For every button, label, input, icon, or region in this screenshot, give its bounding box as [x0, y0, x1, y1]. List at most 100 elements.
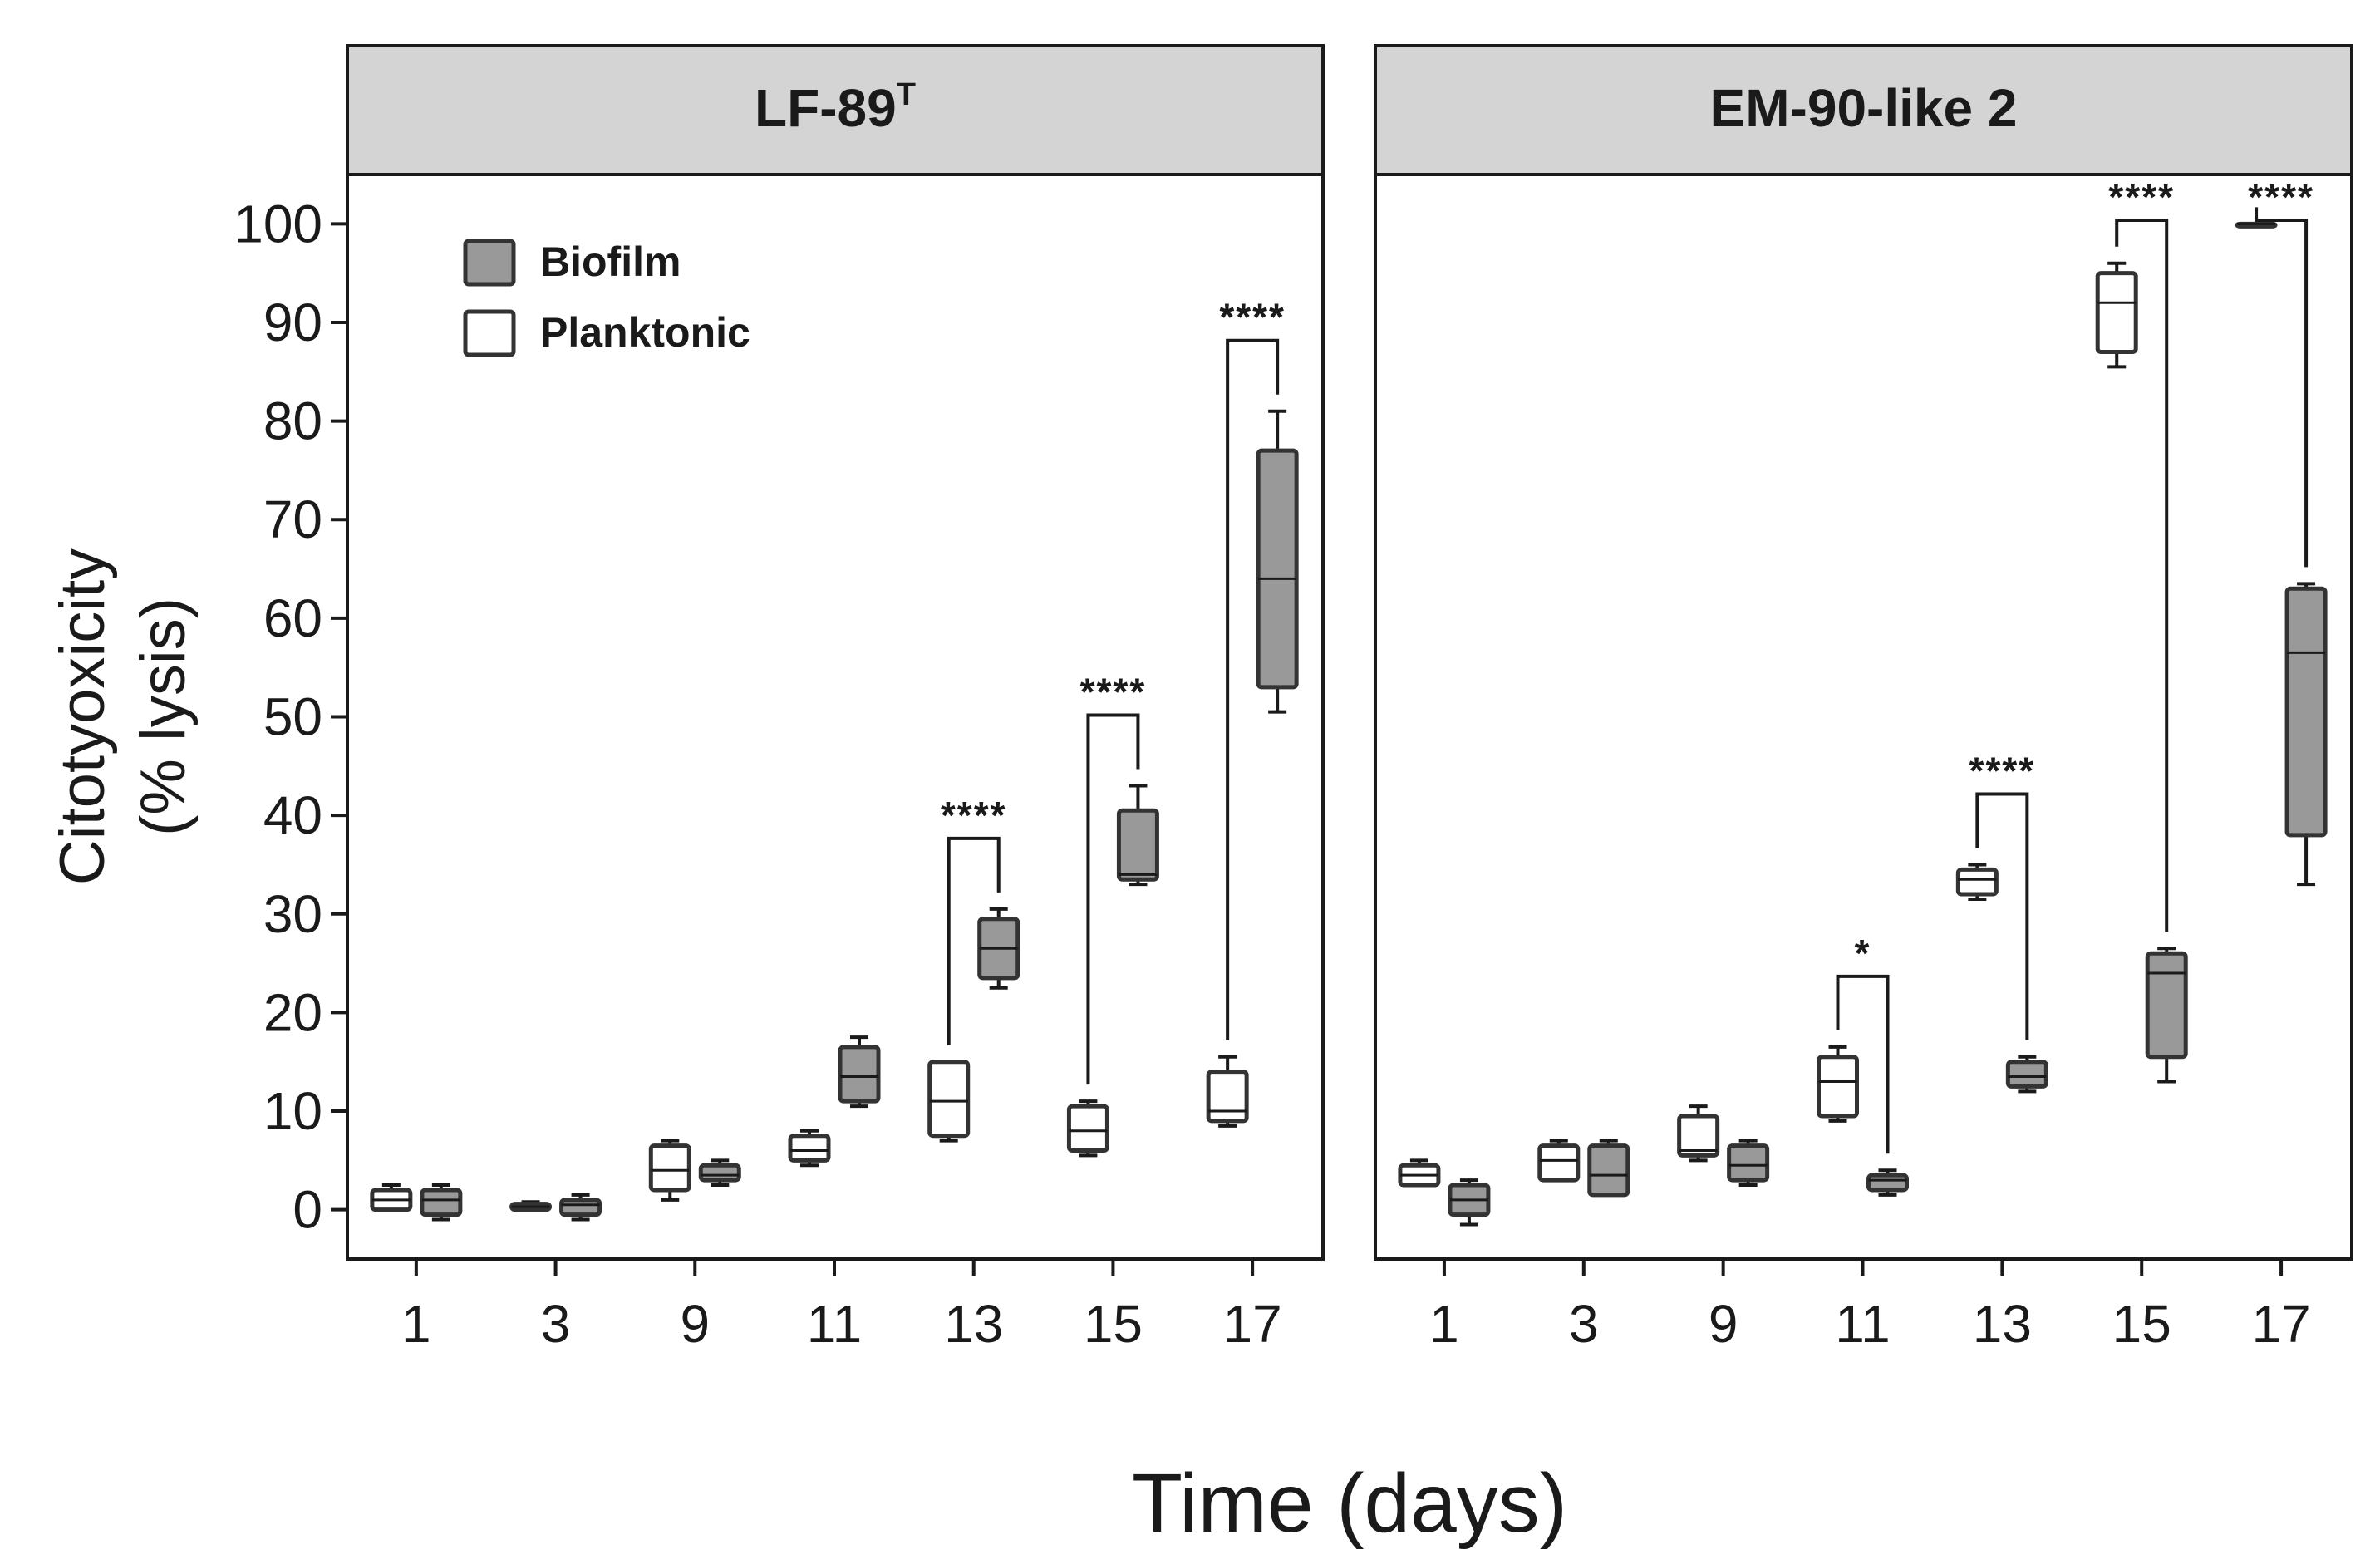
y-tick-label: 0: [293, 1180, 322, 1240]
significance-bracket: [1226, 338, 1280, 1040]
biofilm-box-day-13: [2005, 1055, 2048, 1094]
box-iqr: [420, 1188, 463, 1217]
panel-strip: [346, 44, 1325, 176]
legend-label: Planktonic: [540, 309, 750, 356]
panel-title: EM-90-like 2: [1710, 78, 2018, 138]
x-tick-label: 1: [401, 1294, 431, 1354]
significance-label: ****: [941, 794, 1007, 837]
significance-label: ****: [1219, 296, 1286, 339]
box-iqr: [2005, 1060, 2048, 1089]
biofilm-box-day-3: [559, 1193, 602, 1222]
x-tick-label: 9: [680, 1294, 710, 1354]
y-tick-label: 30: [263, 884, 322, 944]
significance-day-17: ****: [2248, 175, 2313, 568]
x-tick-label: 13: [944, 1294, 1003, 1354]
significance-day-17: ****: [1219, 296, 1286, 1040]
y-axis-title-line2: (% lysis): [128, 598, 199, 836]
y-tick-label: 100: [234, 194, 322, 253]
biofilm-box-day-9: [1727, 1139, 1770, 1188]
planktonic-box-day-11: [1817, 1045, 1859, 1123]
significance-bracket: [2115, 219, 2169, 932]
biofilm-box-day-11: [1866, 1168, 1909, 1197]
planktonic-box-day-9: [648, 1139, 691, 1202]
planktonic-box-day-3: [1537, 1139, 1581, 1183]
box-iqr: [1587, 1143, 1630, 1198]
planktonic-box-day-1: [1398, 1158, 1441, 1188]
box-iqr: [927, 1060, 971, 1139]
x-tick-label: 9: [1709, 1294, 1738, 1354]
box-iqr: [559, 1198, 602, 1217]
significance-day-15: ****: [2108, 175, 2175, 932]
significance-day-11: *: [1836, 932, 1890, 1154]
significance-bracket: [1086, 713, 1140, 1085]
x-tick-label: 1: [1429, 1294, 1459, 1354]
x-tick-label: 15: [2112, 1294, 2171, 1354]
significance-day-13: ****: [941, 794, 1007, 1045]
biofilm-box-day-15: [2145, 947, 2188, 1084]
y-tick-label: 70: [263, 489, 322, 549]
box-iqr: [648, 1143, 691, 1193]
box-iqr: [1116, 808, 1159, 882]
significance-label: ****: [2108, 175, 2175, 219]
x-tick-label: 13: [1973, 1294, 2032, 1354]
x-tick-label: 15: [1084, 1294, 1143, 1354]
significance-label: ****: [1080, 671, 1147, 714]
y-axis-title-line1: Citotyoxicity: [47, 548, 118, 885]
biofilm-box-day-1: [420, 1183, 463, 1222]
significance-day-15: ****: [1080, 671, 1147, 1085]
biofilm-box-day-3: [1587, 1139, 1630, 1198]
planktonic-box-day-13: [1955, 863, 1999, 901]
biofilm-box-day-9: [698, 1158, 741, 1188]
planktonic-box-day-1: [370, 1183, 413, 1212]
legend-label: Biofilm: [540, 239, 681, 285]
x-tick-label: 11: [1835, 1294, 1890, 1354]
box-iqr: [1817, 1055, 1859, 1119]
box-iqr: [1537, 1143, 1581, 1183]
planktonic-box-day-9: [1677, 1104, 1720, 1163]
x-axis-title: Time (days): [1132, 1457, 1567, 1550]
box-iqr: [2284, 586, 2328, 838]
box-iqr: [1677, 1114, 1720, 1158]
box-iqr: [1866, 1173, 1909, 1193]
significance-label: ****: [1969, 749, 2036, 792]
panel-frame: [1374, 173, 2353, 1261]
biofilm-box-day-13: [977, 907, 1020, 990]
planktonic-box-day-13: [927, 1060, 971, 1143]
planktonic-box-day-3: [509, 1200, 553, 1212]
y-tick-label: 80: [263, 391, 322, 451]
box-iqr: [698, 1163, 741, 1183]
box-iqr: [1727, 1143, 1770, 1183]
significance-bracket: [1836, 974, 1890, 1154]
y-tick-label: 50: [263, 687, 322, 747]
planktonic-box-day-15: [2095, 261, 2138, 369]
biofilm-box-day-1: [1448, 1178, 1491, 1227]
significance-bracket: [2255, 207, 2309, 568]
x-tick-label: 3: [541, 1294, 571, 1354]
biofilm-box-day-11: [838, 1035, 881, 1109]
box-iqr: [838, 1045, 881, 1104]
box-iqr: [1066, 1104, 1109, 1153]
significance-day-13: ****: [1969, 749, 2036, 1040]
significance-bracket: [1975, 792, 2029, 1040]
box-iqr: [1955, 867, 1999, 897]
x-tick-label: 17: [2251, 1294, 2310, 1354]
planktonic-box-day-17: [1206, 1055, 1249, 1128]
biofilm-box-day-17: [1256, 409, 1299, 714]
planktonic-box-day-11: [788, 1129, 831, 1168]
x-tick-label: 17: [1223, 1294, 1282, 1354]
y-tick-label: 60: [263, 588, 322, 648]
x-tick-label: 3: [1569, 1294, 1599, 1354]
box-iqr: [1206, 1070, 1249, 1124]
significance-label: *: [1855, 932, 1871, 975]
y-tick-label: 20: [263, 982, 322, 1042]
y-tick-label: 10: [263, 1081, 322, 1141]
biofilm-box-day-15: [1116, 784, 1159, 887]
box-iqr: [788, 1134, 831, 1163]
legend: Biofilm Planktonic: [463, 239, 750, 357]
significance-bracket: [947, 836, 1001, 1045]
legend-swatch: [463, 309, 516, 357]
x-tick-label: 11: [807, 1294, 862, 1354]
legend-item-biofilm: Biofilm: [463, 239, 681, 287]
